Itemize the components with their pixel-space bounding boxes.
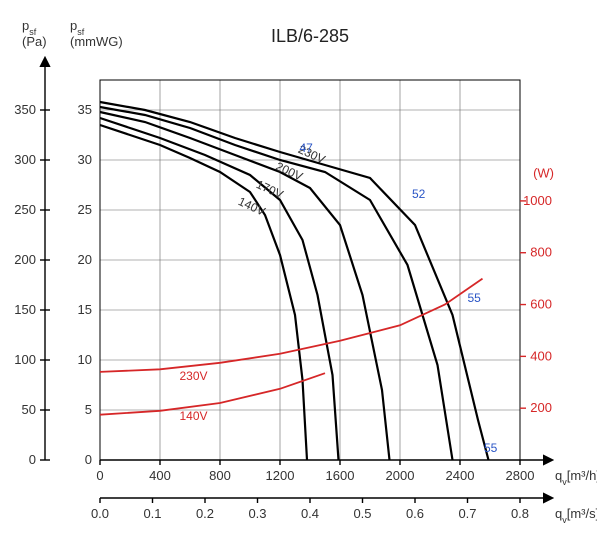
svg-text:20: 20: [78, 252, 92, 267]
svg-text:140V: 140V: [180, 409, 208, 423]
svg-text:(mmWG): (mmWG): [70, 34, 123, 49]
svg-text:0.1: 0.1: [143, 506, 161, 521]
svg-text:35: 35: [78, 102, 92, 117]
svg-text:47: 47: [300, 141, 314, 155]
svg-text:(W): (W): [533, 166, 554, 181]
svg-text:1200: 1200: [266, 468, 295, 483]
chart-title: ILB/6-285: [271, 26, 349, 46]
svg-text:230V: 230V: [180, 369, 208, 383]
svg-text:600: 600: [530, 297, 552, 312]
svg-text:350: 350: [14, 102, 36, 117]
svg-text:400: 400: [149, 468, 171, 483]
chart-svg: 0501001502002503003500510152025303504008…: [0, 0, 597, 551]
svg-text:150: 150: [14, 302, 36, 317]
svg-text:15: 15: [78, 302, 92, 317]
svg-text:10: 10: [78, 352, 92, 367]
svg-text:25: 25: [78, 202, 92, 217]
svg-text:0.2: 0.2: [196, 506, 214, 521]
svg-text:50: 50: [22, 402, 36, 417]
svg-text:(Pa): (Pa): [22, 34, 47, 49]
svg-text:0: 0: [29, 452, 36, 467]
svg-text:100: 100: [14, 352, 36, 367]
svg-text:2800: 2800: [506, 468, 535, 483]
svg-text:0.6: 0.6: [406, 506, 424, 521]
svg-text:1000: 1000: [523, 193, 552, 208]
svg-text:2000: 2000: [386, 468, 415, 483]
svg-text:200: 200: [530, 400, 552, 415]
svg-text:30: 30: [78, 152, 92, 167]
svg-text:1600: 1600: [326, 468, 355, 483]
svg-text:200: 200: [14, 252, 36, 267]
svg-text:0: 0: [96, 468, 103, 483]
svg-text:0.0: 0.0: [91, 506, 109, 521]
svg-text:0: 0: [85, 452, 92, 467]
svg-text:0.4: 0.4: [301, 506, 319, 521]
svg-text:400: 400: [530, 348, 552, 363]
svg-text:800: 800: [209, 468, 231, 483]
svg-text:52: 52: [412, 187, 426, 201]
svg-text:55: 55: [484, 441, 498, 455]
svg-text:55: 55: [468, 291, 482, 305]
fan-chart: 0501001502002503003500510152025303504008…: [0, 0, 597, 551]
svg-text:0.7: 0.7: [458, 506, 476, 521]
svg-text:0.8: 0.8: [511, 506, 529, 521]
svg-text:170V: 170V: [254, 177, 285, 202]
svg-text:300: 300: [14, 152, 36, 167]
svg-text:qv[m³/h]: qv[m³/h]: [555, 468, 597, 487]
svg-text:800: 800: [530, 245, 552, 260]
svg-text:0.5: 0.5: [353, 506, 371, 521]
svg-text:250: 250: [14, 202, 36, 217]
svg-text:qv[m³/s]: qv[m³/s]: [555, 506, 597, 525]
svg-text:140V: 140V: [236, 194, 267, 219]
svg-text:2400: 2400: [446, 468, 475, 483]
svg-text:0.3: 0.3: [248, 506, 266, 521]
svg-text:5: 5: [85, 402, 92, 417]
